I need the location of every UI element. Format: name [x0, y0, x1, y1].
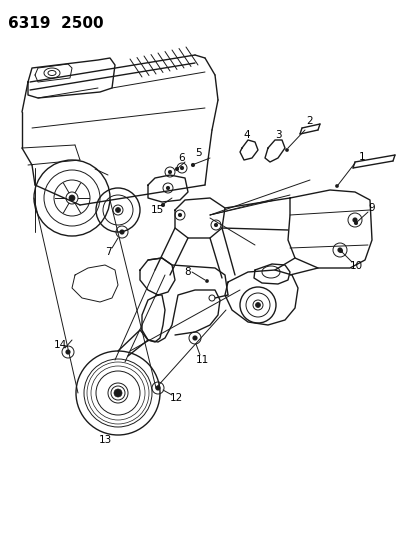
Text: 12: 12: [169, 393, 183, 403]
Text: 6: 6: [179, 153, 185, 163]
Circle shape: [191, 163, 195, 167]
Circle shape: [115, 207, 120, 213]
Circle shape: [337, 247, 342, 253]
Text: 7: 7: [105, 247, 111, 257]
Text: 11: 11: [195, 355, 208, 365]
Text: 2: 2: [307, 116, 313, 126]
Circle shape: [335, 184, 339, 188]
Circle shape: [114, 389, 122, 397]
Text: 4: 4: [244, 130, 251, 140]
Circle shape: [354, 221, 358, 225]
Text: 3: 3: [275, 130, 281, 140]
Circle shape: [155, 385, 160, 391]
Text: 5: 5: [195, 148, 201, 158]
Text: 14: 14: [53, 340, 67, 350]
Text: 8: 8: [185, 267, 191, 277]
Text: 13: 13: [98, 435, 112, 445]
Circle shape: [168, 170, 172, 174]
Circle shape: [66, 350, 71, 354]
Circle shape: [353, 217, 357, 222]
Circle shape: [214, 223, 218, 227]
Text: 15: 15: [151, 205, 164, 215]
Circle shape: [120, 230, 124, 235]
Circle shape: [285, 148, 289, 152]
Circle shape: [339, 249, 343, 253]
Circle shape: [161, 203, 165, 207]
Circle shape: [69, 195, 75, 201]
Text: 10: 10: [349, 261, 363, 271]
Circle shape: [180, 166, 184, 170]
Circle shape: [255, 303, 260, 308]
Text: 1: 1: [359, 152, 365, 162]
Text: 6319  2500: 6319 2500: [8, 16, 104, 31]
Circle shape: [178, 213, 182, 217]
Circle shape: [166, 186, 170, 190]
Circle shape: [193, 335, 197, 341]
Circle shape: [175, 167, 179, 171]
Text: 9: 9: [369, 203, 375, 213]
Circle shape: [205, 279, 209, 283]
